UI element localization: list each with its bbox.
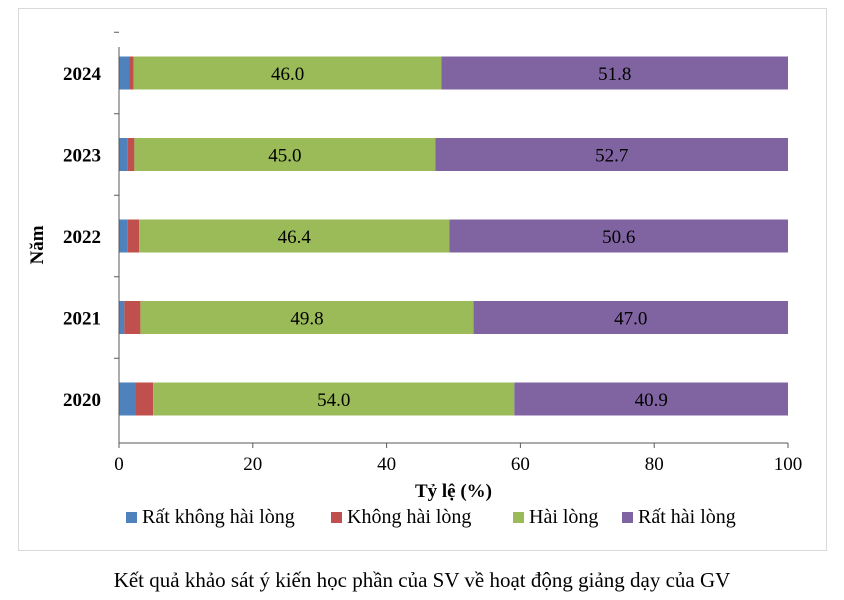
- y-tick-label-2021: 2021: [63, 309, 101, 330]
- x-tick-label-40: 40: [377, 454, 396, 475]
- x-axis-title: Tỷ lệ (%): [415, 481, 492, 502]
- bar-2021-series-3: [473, 301, 788, 334]
- data-label-2024-series-2: 46.0: [271, 64, 304, 85]
- bar-2020-series-2: [153, 382, 515, 416]
- y-tick-label-2024: 2024: [63, 64, 102, 85]
- data-label-2021-series-3: 47.0: [614, 309, 647, 330]
- y-axis-title: Năm: [27, 225, 48, 264]
- data-label-2020-series-2: 54.0: [317, 390, 350, 411]
- bar-2024-series-2: [133, 56, 442, 90]
- stacked-bar-chart: 46.0 51.8 2024 45.0 52.7 2023 46.4 50.6 2022 49.8…: [27, 31, 803, 528]
- chart-frame: 46.0 51.8 2024 45.0 52.7 2023 46.4 50.6 2022 49.8…: [18, 8, 827, 551]
- data-label-2023-series-3: 52.7: [595, 146, 628, 167]
- bar-2020-series-1: [135, 382, 154, 416]
- bar-2021-series-1: [124, 301, 141, 334]
- bar-2022-series-2: [139, 219, 450, 253]
- chart-caption: Kết quả khảo sát ý kiến học phần của SV …: [113, 568, 731, 592]
- legend-swatch-3: [622, 512, 633, 523]
- bar-2020-series-3: [514, 382, 788, 416]
- bar-2023-series-1: [127, 138, 135, 171]
- bar-2024-series-0: [119, 56, 130, 90]
- legend-swatch-1: [331, 512, 342, 523]
- y-tick-label-2022: 2022: [63, 227, 101, 248]
- y-tick-label-2023: 2023: [63, 146, 101, 167]
- data-label-2021-series-2: 49.8: [290, 309, 323, 330]
- data-label-2023-series-2: 45.0: [268, 146, 301, 167]
- legend-label-2: Hài lòng: [529, 506, 598, 528]
- bar-2022-series-3: [449, 219, 788, 253]
- y-tick-label-2020: 2020: [63, 390, 101, 411]
- x-tick-label-60: 60: [511, 454, 530, 475]
- data-label-2024-series-3: 51.8: [598, 64, 631, 85]
- x-tick-label-100: 100: [774, 454, 803, 475]
- data-label-2020-series-3: 40.9: [635, 390, 668, 411]
- bar-2024-series-1: [129, 56, 134, 90]
- data-label-2022-series-3: 50.6: [602, 227, 635, 248]
- legend-label-3: Rất hài lòng: [638, 506, 736, 528]
- legend-label-0: Rất không hài lòng: [142, 506, 295, 528]
- bar-2022-series-0: [119, 219, 128, 253]
- x-tick-label-80: 80: [645, 454, 664, 475]
- legend-label-1: Không hài lòng: [347, 506, 471, 528]
- data-label-2022-series-2: 46.4: [278, 227, 312, 248]
- legend-swatch-2: [513, 512, 524, 523]
- legend-swatch-0: [126, 512, 137, 523]
- x-tick-label-20: 20: [243, 454, 262, 475]
- bar-2021-series-2: [140, 301, 474, 334]
- bar-2022-series-1: [127, 219, 140, 253]
- bar-2023-series-0: [119, 138, 128, 171]
- bar-2024-series-3: [441, 56, 788, 90]
- bar-2021-series-0: [119, 301, 125, 334]
- bar-2020-series-0: [119, 382, 136, 416]
- bar-2023-series-3: [435, 138, 788, 171]
- bar-2023-series-2: [134, 138, 436, 171]
- x-tick-label-0: 0: [114, 454, 124, 475]
